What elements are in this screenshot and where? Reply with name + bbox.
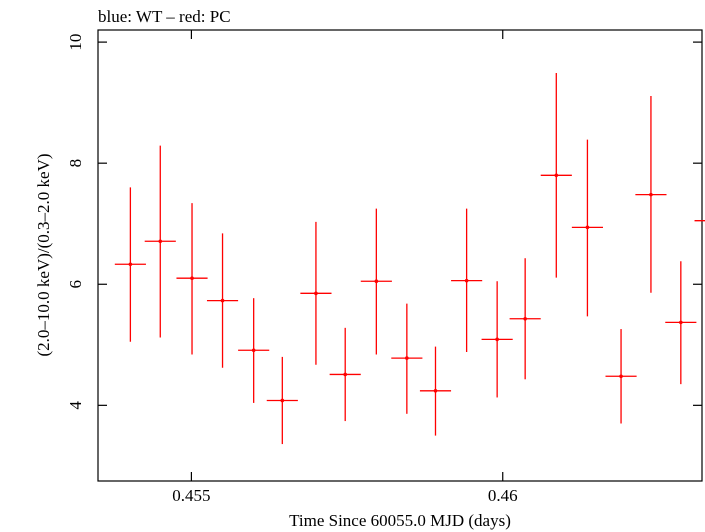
x-axis-label: Time Since 60055.0 MJD (days): [289, 511, 511, 530]
point-marker: [158, 239, 163, 244]
x-tick-label: 0.455: [172, 486, 210, 505]
data-point: [300, 221, 332, 365]
point-marker: [433, 389, 438, 393]
point-marker: [128, 262, 133, 267]
point-marker: [619, 374, 623, 379]
plot-frame: [97, 29, 703, 482]
data-point: [665, 261, 697, 385]
data-point: [540, 72, 572, 278]
y-tick-label: 6: [66, 280, 85, 289]
point-marker: [220, 298, 225, 303]
point-marker: [190, 276, 194, 281]
data-point: [571, 139, 603, 317]
y-axis-label: (2.0–10.0 keV)/(0.3–2.0 keV): [34, 153, 53, 356]
point-marker: [464, 278, 469, 283]
chart-title: blue: WT – red: PC: [98, 7, 231, 26]
data-point: [329, 327, 361, 422]
point-marker: [495, 337, 499, 342]
point-marker: [314, 291, 318, 296]
point-marker: [554, 173, 559, 178]
data-point: [635, 95, 667, 293]
point-marker: [523, 316, 527, 321]
data-point: [605, 329, 637, 424]
data-point: [451, 208, 483, 353]
data-point: [266, 356, 298, 445]
data-point: [360, 208, 392, 355]
data-points: [114, 72, 705, 445]
point-marker: [251, 348, 256, 353]
data-point: [481, 281, 513, 398]
y-tick-label: 10: [66, 34, 85, 51]
data-point: [391, 303, 423, 414]
point-marker: [585, 225, 590, 230]
data-point: [509, 258, 541, 380]
point-marker: [649, 192, 653, 197]
point-marker: [343, 372, 348, 377]
point-marker: [374, 279, 379, 284]
data-point: [176, 203, 208, 355]
data-point: [206, 233, 239, 368]
data-point: [114, 187, 146, 342]
point-marker: [405, 356, 409, 360]
point-marker: [679, 320, 683, 325]
data-point: [694, 220, 705, 222]
y-tick-label: 4: [66, 401, 85, 410]
data-point: [419, 346, 452, 436]
axes: 0.455 0.46 4 6 8 10: [66, 30, 702, 505]
y-tick-label: 8: [66, 159, 85, 168]
data-point: [238, 298, 270, 403]
x-tick-label: 0.46: [488, 486, 518, 505]
data-point: [144, 145, 176, 338]
point-marker: [280, 398, 285, 403]
